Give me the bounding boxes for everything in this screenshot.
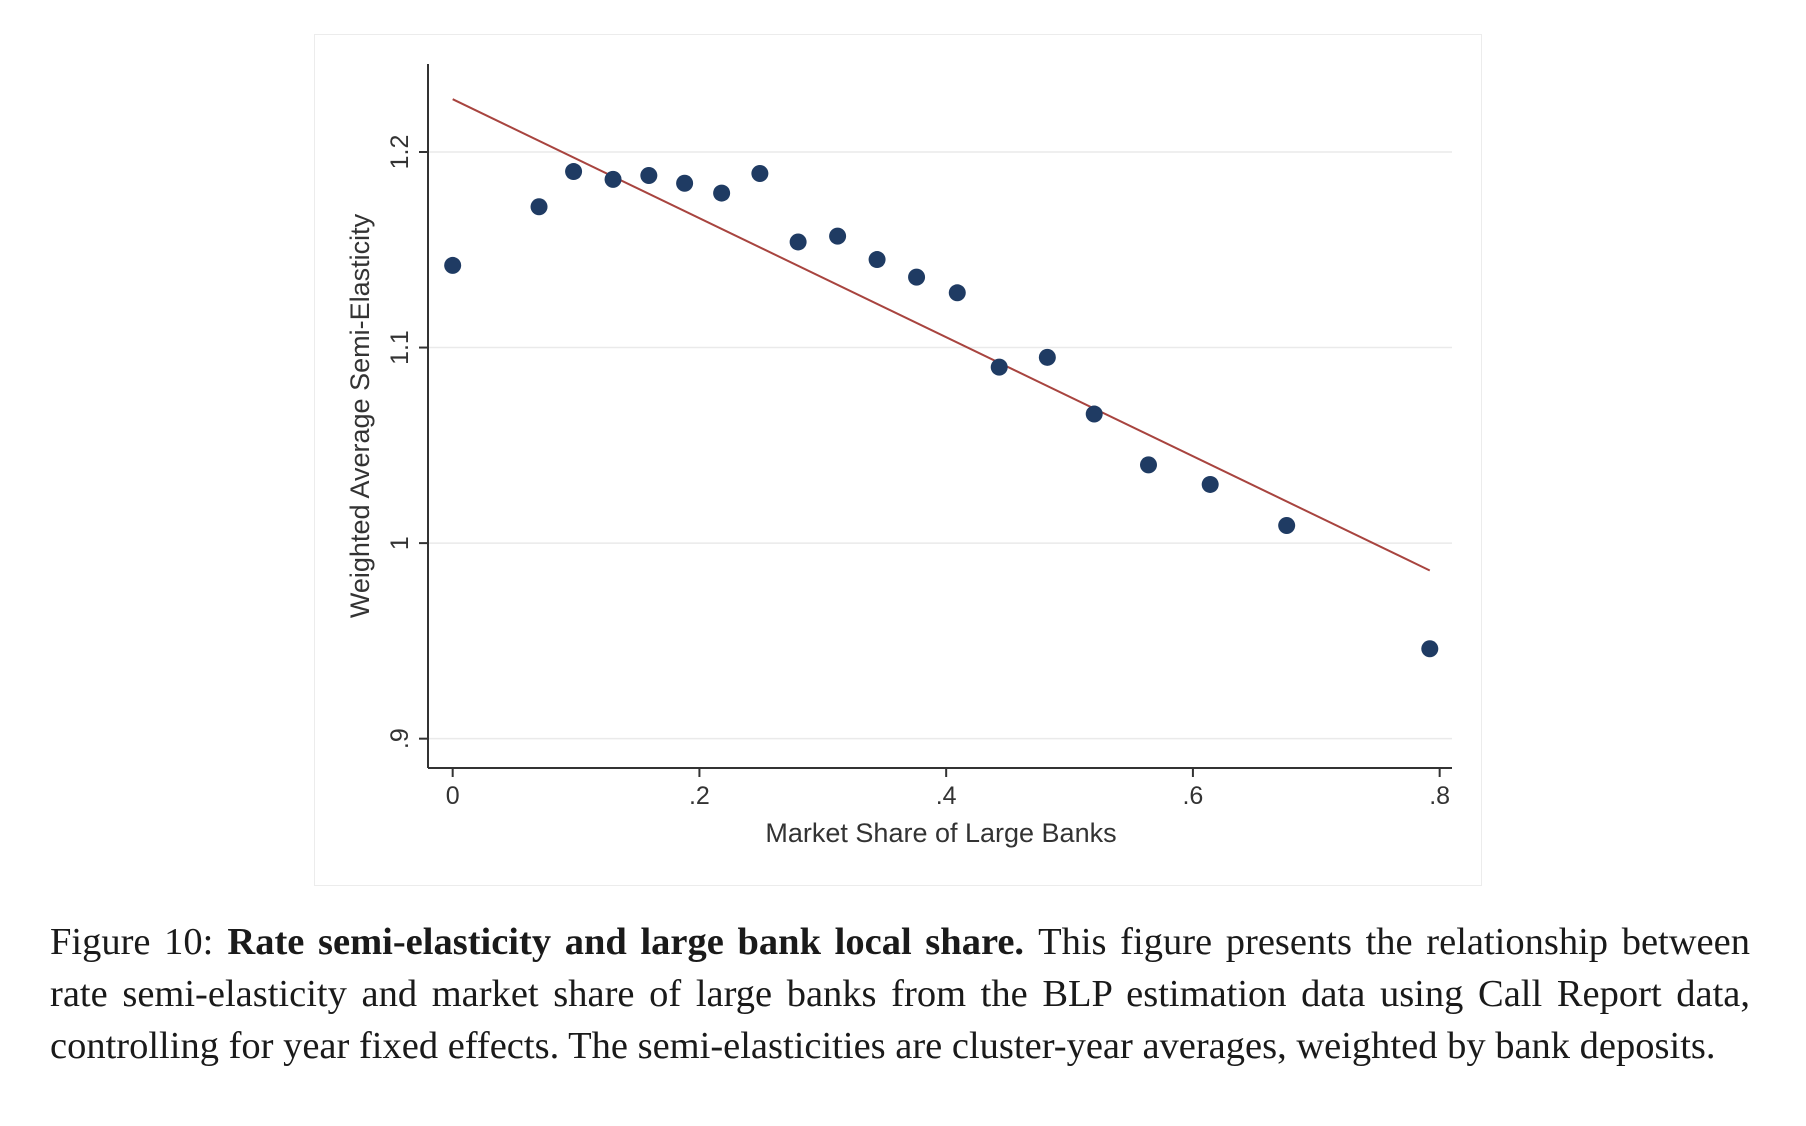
figure-frame bbox=[314, 34, 1482, 886]
figure-caption: Figure 10: Rate semi-elasticity and large… bbox=[50, 916, 1750, 1072]
data-point-9 bbox=[829, 227, 847, 245]
data-point-19 bbox=[1421, 640, 1439, 658]
x-tick-label-4: .8 bbox=[1429, 782, 1450, 810]
data-point-3 bbox=[604, 170, 622, 188]
y-axis-title: Weighted Average Semi-Elasticity bbox=[345, 213, 375, 618]
caption-label: Figure 10: bbox=[50, 921, 214, 963]
x-tick-label-1: .2 bbox=[689, 782, 710, 810]
data-point-12 bbox=[948, 284, 966, 302]
caption-title: Rate semi-elasticity and large bank loca… bbox=[227, 921, 1025, 963]
data-point-7 bbox=[751, 165, 769, 183]
data-point-17 bbox=[1201, 475, 1219, 493]
x-tick-label-3: .6 bbox=[1182, 782, 1203, 810]
y-tick-label-0: .9 bbox=[386, 728, 414, 749]
axes bbox=[419, 64, 1452, 777]
fit-line-layer bbox=[452, 98, 1431, 572]
caption-body: This figure presents the relationship be… bbox=[50, 921, 1750, 1067]
data-point-8 bbox=[789, 233, 807, 251]
data-point-1 bbox=[530, 198, 548, 216]
data-points bbox=[444, 163, 1439, 658]
data-point-4 bbox=[640, 166, 658, 184]
y-tick-label-1: 1 bbox=[386, 536, 414, 550]
x-tick-label-2: .4 bbox=[936, 782, 957, 810]
grid-lines bbox=[428, 151, 1452, 740]
data-point-14 bbox=[1038, 348, 1056, 366]
data-point-13 bbox=[990, 358, 1008, 376]
data-point-0 bbox=[444, 256, 462, 274]
tick-labels: .9 1 1.1 1.2 0 .2 .4 .6 .8 bbox=[386, 135, 1450, 810]
data-point-5 bbox=[676, 174, 694, 192]
data-point-2 bbox=[565, 163, 583, 181]
data-point-15 bbox=[1085, 405, 1103, 423]
x-tick-label-0: 0 bbox=[446, 782, 460, 810]
data-point-6 bbox=[713, 184, 731, 202]
data-point-18 bbox=[1278, 517, 1296, 535]
y-tick-label-3: 1.2 bbox=[386, 135, 414, 170]
y-tick-label-2: 1.1 bbox=[386, 330, 414, 365]
x-axis-title: Market Share of Large Banks bbox=[765, 818, 1116, 848]
data-point-16 bbox=[1140, 456, 1158, 474]
data-point-11 bbox=[908, 268, 926, 286]
fit-line bbox=[452, 98, 1431, 572]
scatter-chart: .9 1 1.1 1.2 0 .2 .4 .6 .8 Market Share of Large… bbox=[345, 64, 1452, 848]
data-point-10 bbox=[868, 251, 886, 269]
